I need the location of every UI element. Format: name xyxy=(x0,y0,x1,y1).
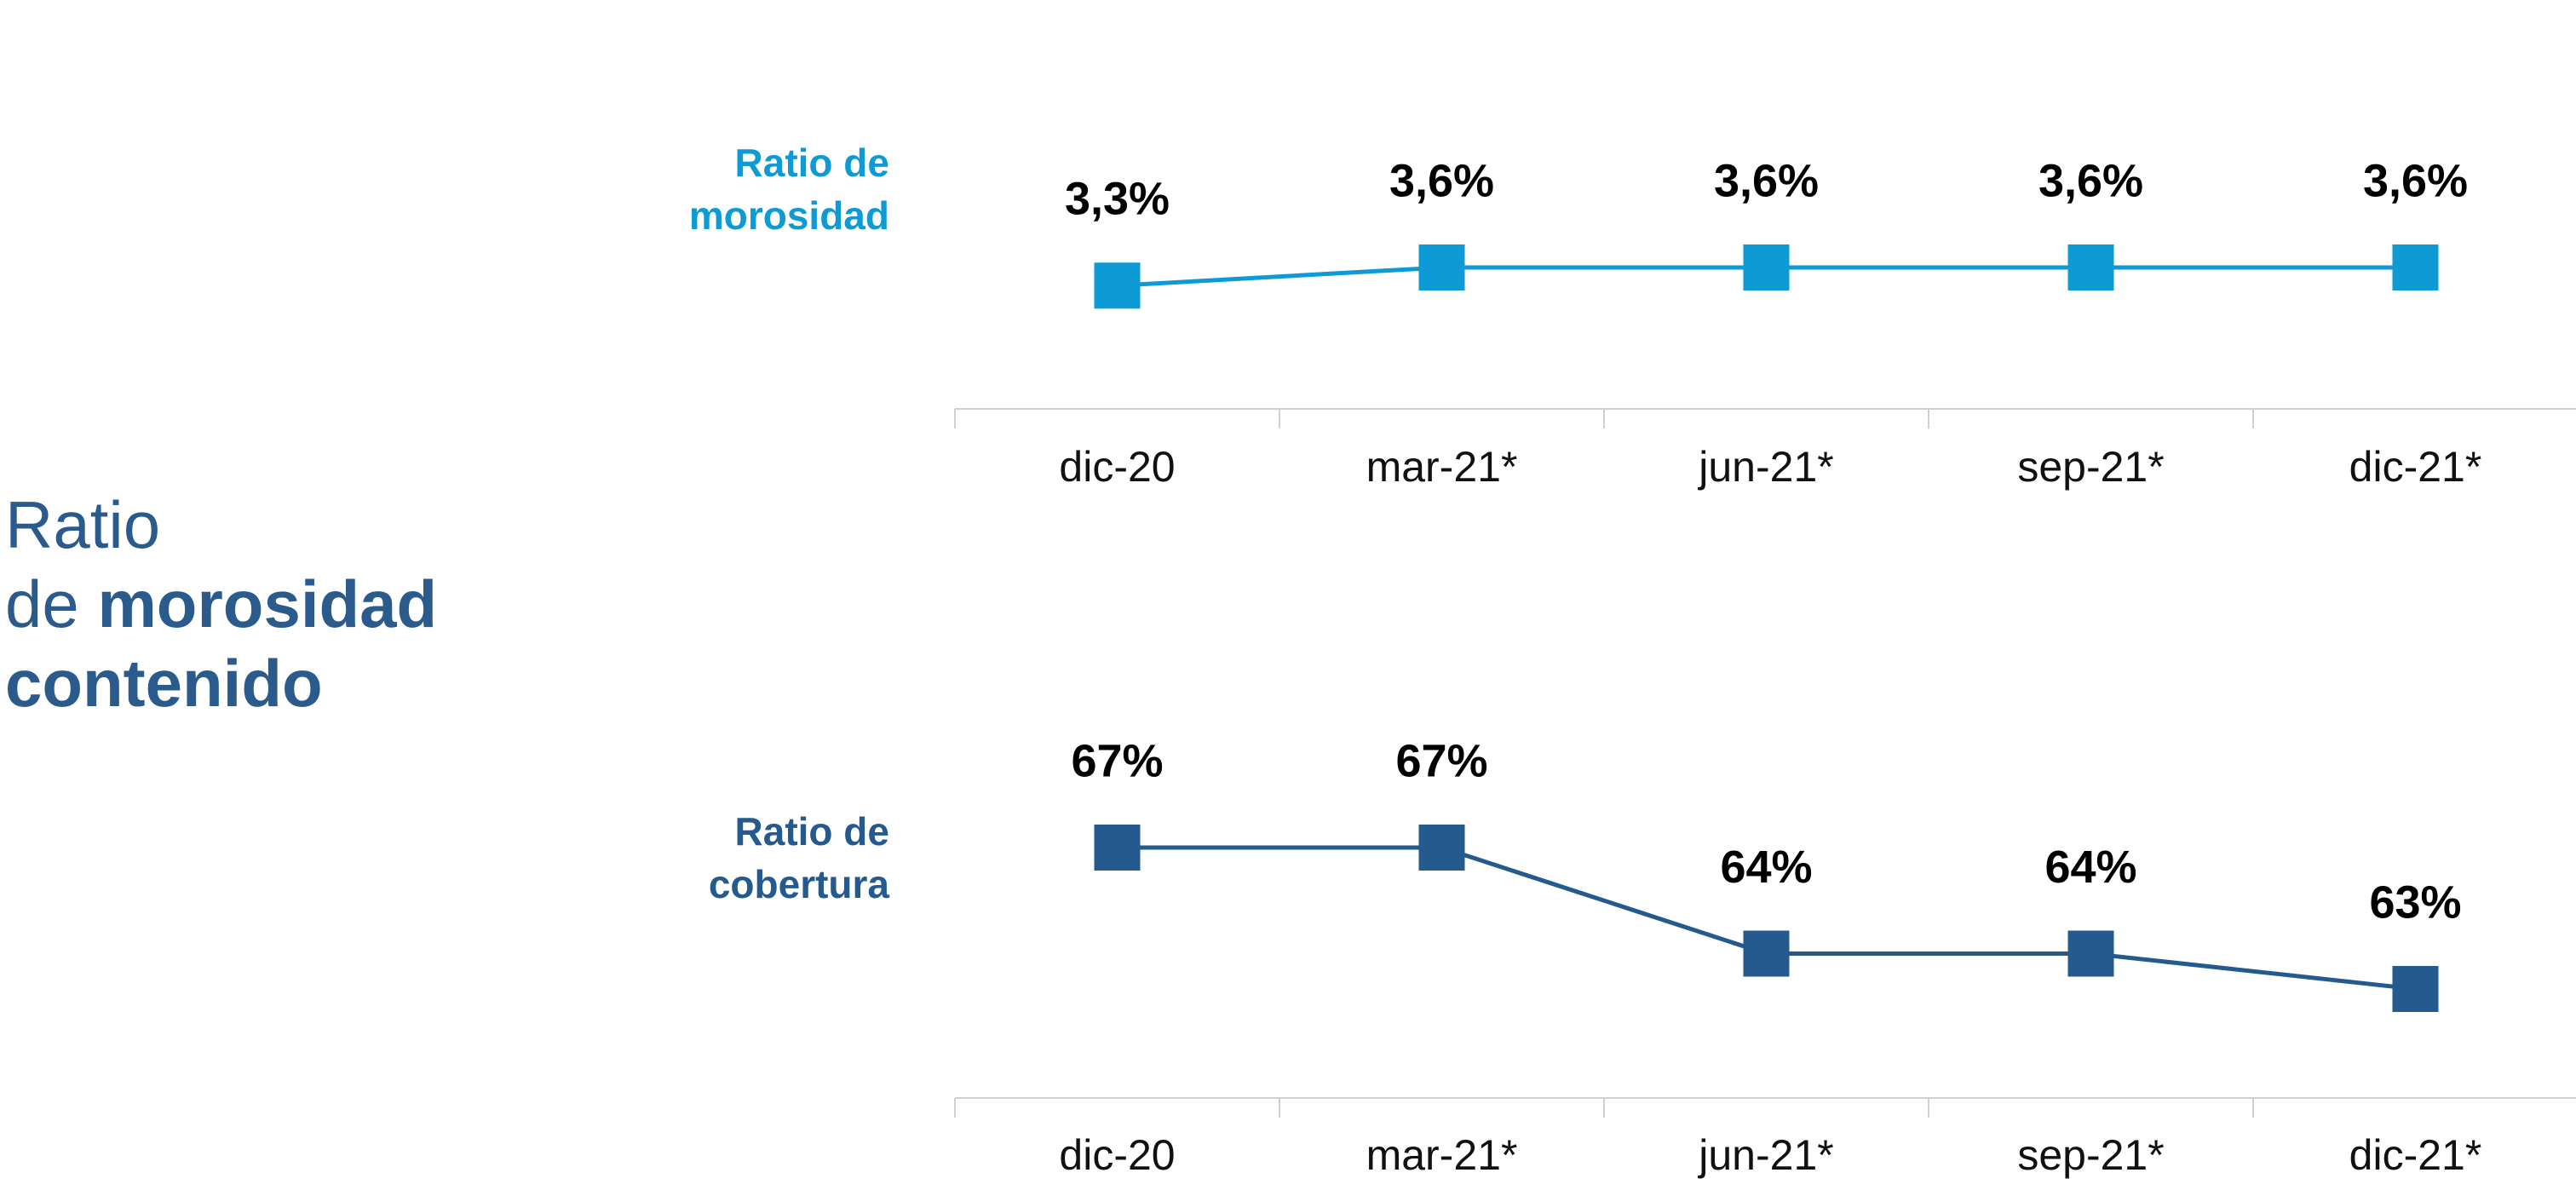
data-label: 3,6% xyxy=(2363,155,2468,206)
x-tick-label: sep-21* xyxy=(2017,443,2164,491)
x-tick-label: jun-21* xyxy=(1697,1131,1833,1179)
data-label: 3,6% xyxy=(2038,155,2143,206)
data-label: 3,6% xyxy=(1714,155,1819,206)
marker xyxy=(1418,825,1465,871)
marker xyxy=(1743,244,1790,290)
x-tick-label: dic-21* xyxy=(2349,443,2482,491)
marker xyxy=(2392,244,2439,290)
headline-word: Ratio xyxy=(5,487,161,562)
headline-word: morosidad xyxy=(97,566,438,641)
x-tick-label: mar-21* xyxy=(1366,443,1518,491)
x-tick-label: dic-20 xyxy=(1059,443,1175,491)
data-label: 63% xyxy=(2369,877,2461,928)
data-label: 67% xyxy=(1395,735,1487,786)
x-tick-label: jun-21* xyxy=(1697,443,1833,491)
data-label: 64% xyxy=(1720,842,1812,893)
x-tick-label: sep-21* xyxy=(2017,1131,2164,1179)
headline-word: contenido xyxy=(5,646,323,721)
x-tick-label: mar-21* xyxy=(1366,1131,1518,1179)
chart-title: Ratio de cobertura xyxy=(708,809,889,906)
data-label: 3,3% xyxy=(1065,174,1170,225)
marker xyxy=(1094,825,1141,871)
data-label: 64% xyxy=(2044,842,2136,893)
marker xyxy=(2392,966,2439,1012)
data-label: 67% xyxy=(1071,735,1163,786)
chart-title: Ratio de morosidad xyxy=(688,141,889,238)
data-label: 3,6% xyxy=(1389,155,1494,206)
headline-word: de xyxy=(5,566,79,641)
headline: Ratio de morosidad contenido xyxy=(5,486,437,723)
marker xyxy=(1418,244,1465,290)
marker xyxy=(2067,244,2114,290)
marker xyxy=(1094,262,1141,309)
x-tick-label: dic-21* xyxy=(2349,1131,2482,1179)
x-tick-label: dic-20 xyxy=(1059,1131,1175,1179)
marker xyxy=(2067,930,2114,977)
marker xyxy=(1743,930,1790,977)
